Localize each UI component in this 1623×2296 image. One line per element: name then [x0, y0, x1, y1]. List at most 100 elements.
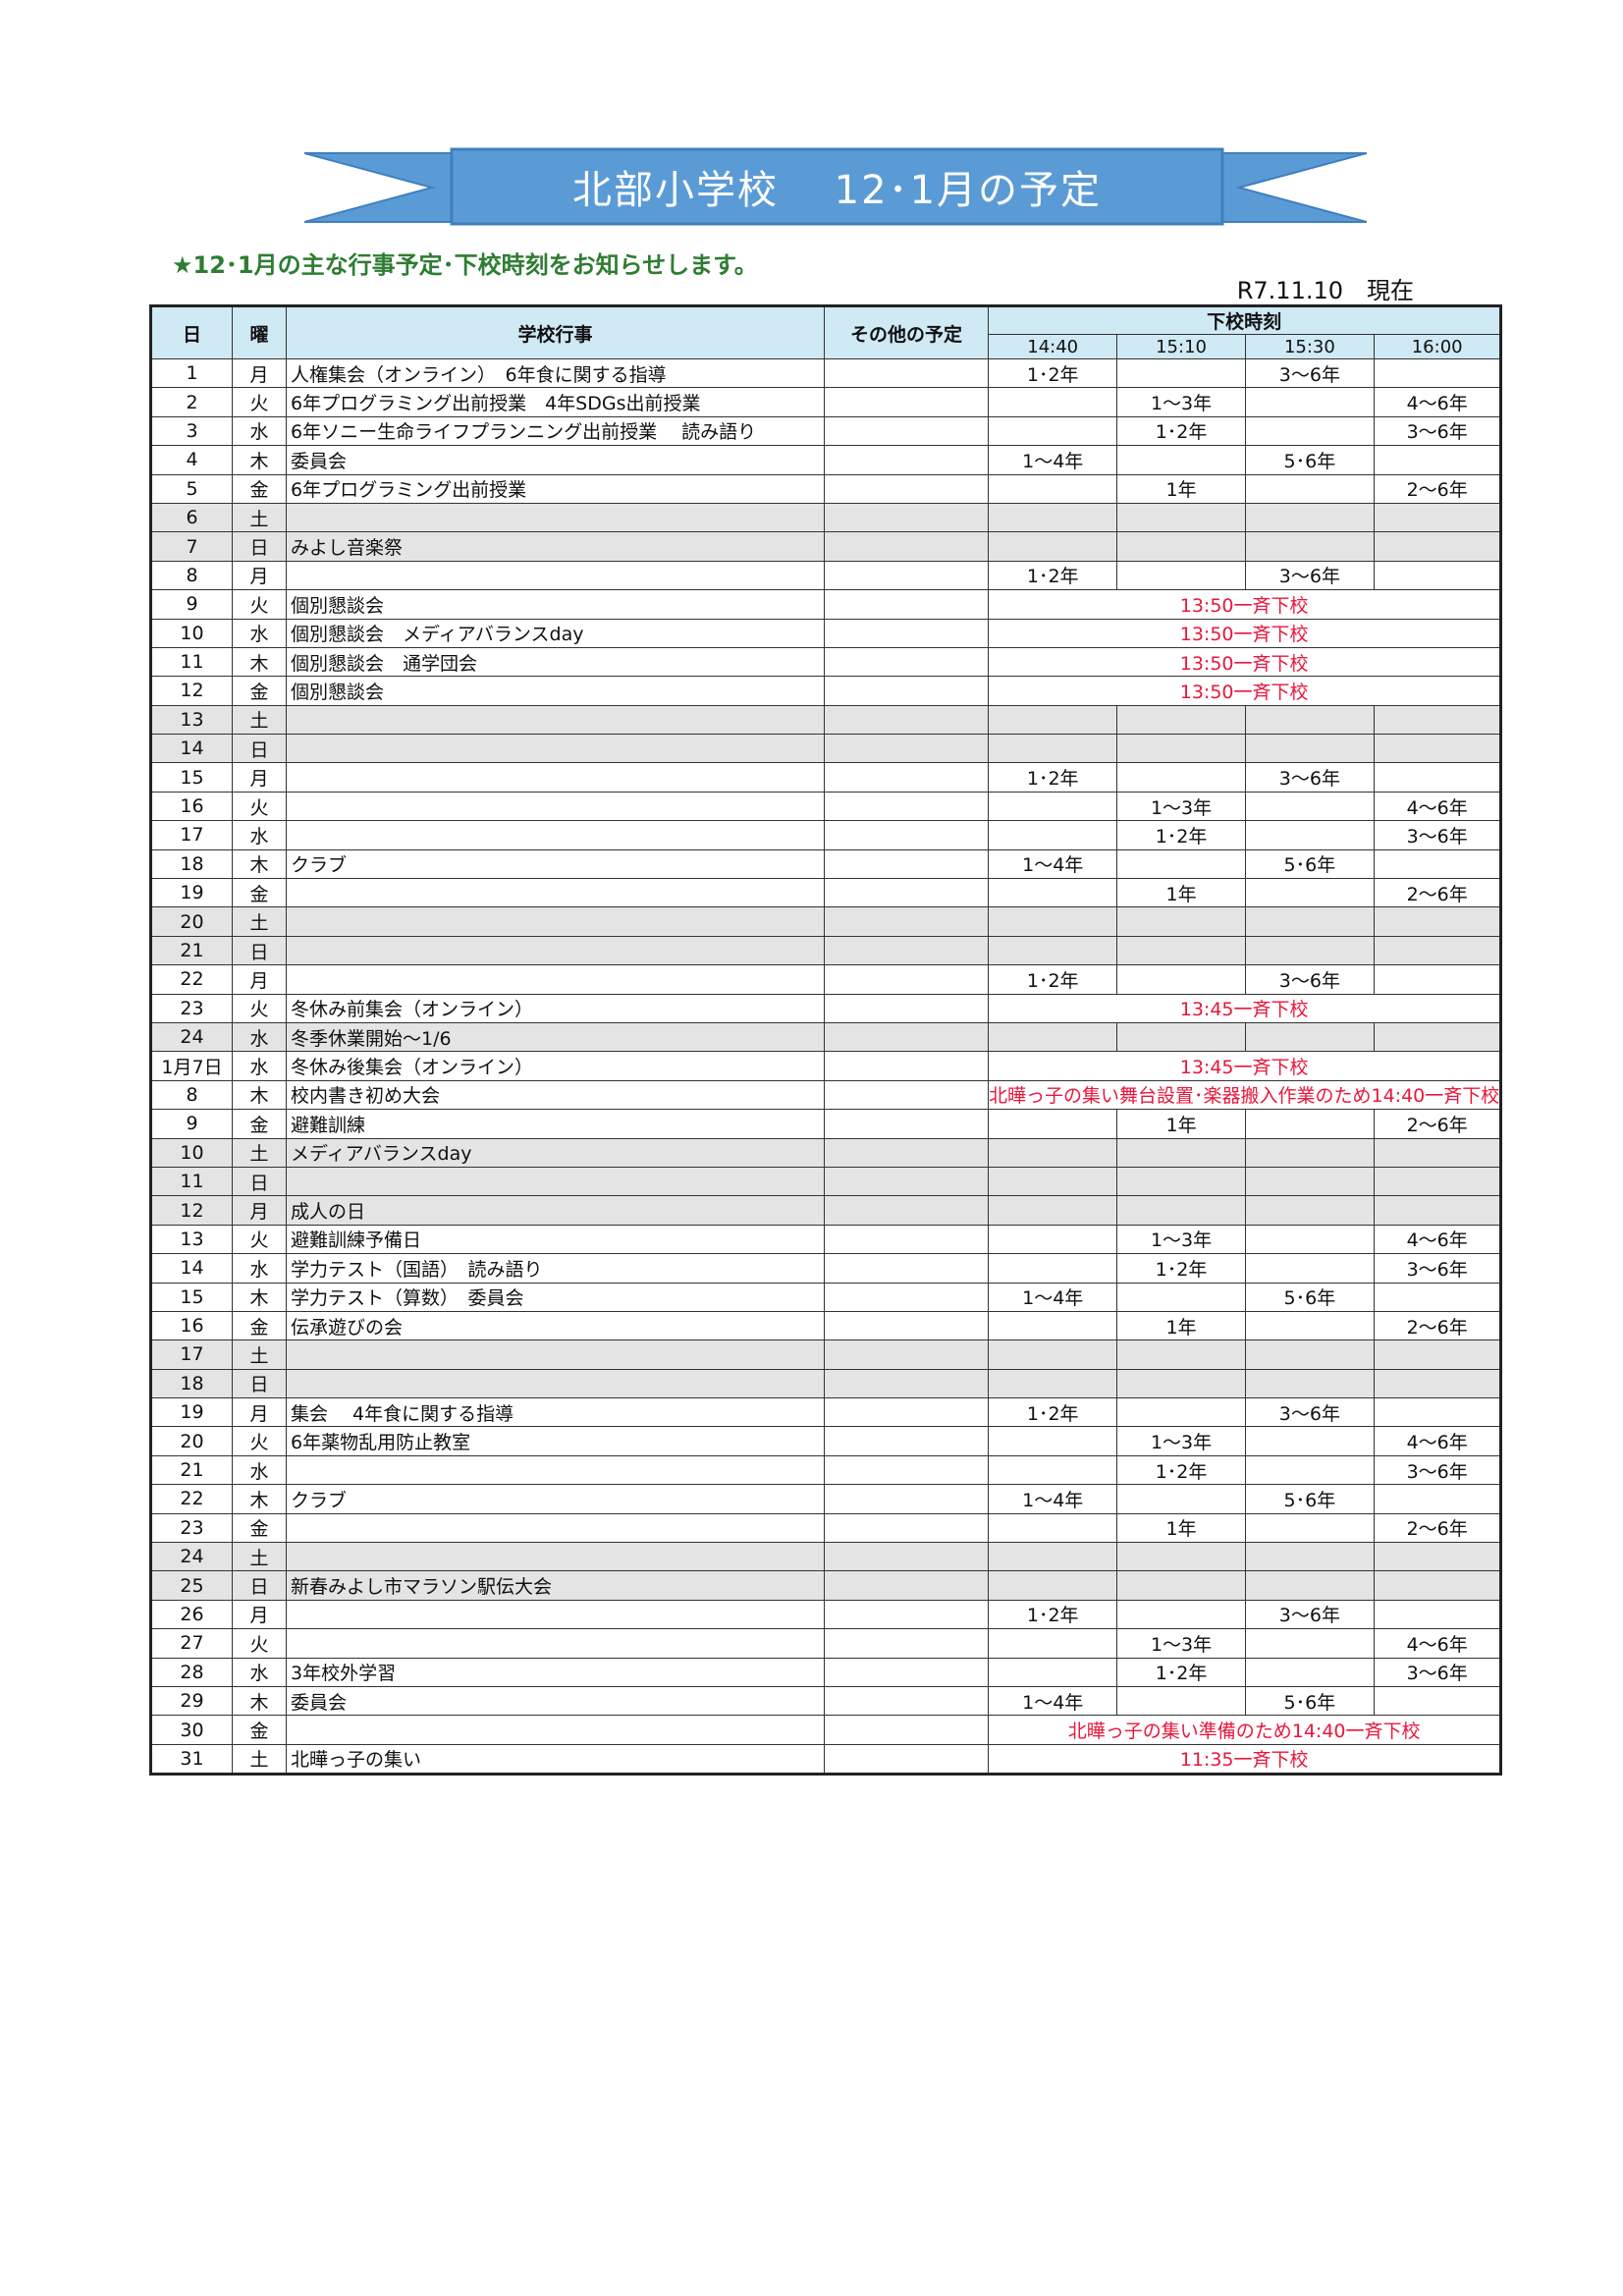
dismissal-notice: 13:45一斉下校 — [987, 1051, 1502, 1081]
weekday-cell: 月 — [232, 560, 287, 591]
dismissal-cell — [1374, 445, 1502, 475]
table-row: 18 日 — [150, 1368, 1502, 1399]
dismissal-cell: 1･2年 — [987, 1397, 1118, 1428]
dismissal-cell — [1244, 1512, 1376, 1544]
dismissal-cell — [1374, 502, 1502, 533]
day-cell: 9 — [150, 1109, 233, 1139]
weekday-cell: 水 — [232, 415, 287, 447]
other-cell — [824, 1512, 989, 1544]
day-cell: 10 — [150, 618, 233, 648]
dismissal-cell — [1244, 1310, 1376, 1341]
as-of-date: R7.11.10 現在 — [1236, 277, 1414, 304]
dismissal-cell — [1244, 820, 1376, 850]
event-cell: 学力テスト（算数） 委員会 — [286, 1282, 825, 1312]
weekday-cell: 金 — [232, 1512, 287, 1544]
day-cell: 23 — [150, 993, 233, 1023]
dismissal-cell — [1244, 1224, 1376, 1255]
other-cell — [824, 1021, 989, 1053]
dismissal-cell — [987, 1310, 1118, 1341]
other-cell — [824, 906, 989, 937]
other-cell — [824, 1051, 989, 1081]
dismissal-cell: 1･2年 — [987, 964, 1118, 995]
weekday-cell: 日 — [232, 1570, 287, 1601]
weekday-cell: 火 — [232, 1224, 287, 1255]
table-row: 11 日 — [150, 1166, 1502, 1197]
day-cell: 19 — [150, 1397, 233, 1428]
table-row: 16 金伝承遊びの会 1年 2～6年 — [150, 1310, 1502, 1341]
dismissal-cell — [1244, 1253, 1376, 1284]
dismissal-cell: 3～6年 — [1374, 1657, 1502, 1687]
event-cell: 避難訓練予備日 — [286, 1224, 825, 1255]
dismissal-cell — [1374, 734, 1502, 764]
table-row: 8 月 1･2年 3～6年 — [150, 560, 1502, 591]
weekday-cell: 土 — [232, 906, 287, 937]
day-cell: 16 — [150, 1310, 233, 1341]
dismissal-cell: 1･2年 — [1116, 1253, 1246, 1284]
dismissal-cell: 1･2年 — [987, 1599, 1118, 1630]
event-cell — [286, 762, 825, 793]
other-cell — [824, 848, 989, 880]
dismissal-cell: 1年 — [1116, 1310, 1246, 1341]
event-cell: 冬季休業開始～1/6 — [286, 1021, 825, 1053]
table-row: 7 日みよし音楽祭 — [150, 531, 1502, 562]
table-row: 15 月 1･2年 3～6年 — [150, 762, 1502, 793]
other-cell — [824, 560, 989, 591]
event-cell: 北曄っ子の集い — [286, 1743, 825, 1776]
dismissal-cell — [987, 704, 1118, 736]
day-cell: 12 — [150, 1195, 233, 1226]
dismissal-notice: 11:35一斉下校 — [987, 1743, 1502, 1776]
other-cell — [824, 1484, 989, 1514]
dismissal-cell — [1116, 1368, 1246, 1399]
day-cell: 28 — [150, 1657, 233, 1687]
dismissal-cell — [1374, 1339, 1502, 1370]
dismissal-cell — [1244, 502, 1376, 533]
dismissal-cell: 2～6年 — [1374, 473, 1502, 504]
dismissal-cell — [1116, 1166, 1246, 1197]
weekday-cell: 金 — [232, 473, 287, 504]
other-cell — [824, 964, 989, 995]
other-cell — [824, 1542, 989, 1572]
other-cell — [824, 618, 989, 648]
weekday-cell: 木 — [232, 1685, 287, 1717]
dismissal-cell — [1116, 560, 1246, 591]
dismissal-cell — [1374, 848, 1502, 880]
dismissal-cell: 5･6年 — [1244, 445, 1376, 475]
table-row: 11 木個別懇談会 通学団会 13:50一斉下校 — [150, 646, 1502, 678]
day-cell: 7 — [150, 531, 233, 562]
day-cell: 3 — [150, 415, 233, 447]
dismissal-cell: 3～6年 — [1244, 1599, 1376, 1630]
table-row: 10 土メディアバランスday — [150, 1137, 1502, 1168]
weekday-cell: 水 — [232, 1657, 287, 1687]
weekday-cell: 木 — [232, 1079, 287, 1111]
event-cell: 成人の日 — [286, 1195, 825, 1226]
event-cell: 学力テスト（国語） 読み語り — [286, 1253, 825, 1284]
table-row: 22 月 1･2年 3～6年 — [150, 964, 1502, 995]
dismissal-cell — [987, 1657, 1118, 1687]
dismissal-cell — [1374, 357, 1502, 389]
dismissal-cell: 2～6年 — [1374, 1310, 1502, 1341]
weekday-cell: 金 — [232, 1715, 287, 1745]
day-cell: 23 — [150, 1512, 233, 1544]
dismissal-cell — [1244, 935, 1376, 966]
other-cell — [824, 1166, 989, 1197]
dismissal-cell — [987, 935, 1118, 966]
weekday-cell: 月 — [232, 1397, 287, 1428]
table-row: 1月7日水冬休み後集会（オンライン） 13:45一斉下校 — [150, 1051, 1502, 1081]
event-cell — [286, 1339, 825, 1370]
dismissal-cell — [1244, 1542, 1376, 1572]
day-cell: 17 — [150, 820, 233, 850]
dismissal-notice: 13:45一斉下校 — [987, 993, 1502, 1023]
weekday-cell: 土 — [232, 1137, 287, 1168]
table-row: 10 水個別懇談会 メディアバランスday 13:50一斉下校 — [150, 618, 1502, 648]
dismissal-notice: 13:50一斉下校 — [987, 646, 1502, 678]
event-cell — [286, 964, 825, 995]
weekday-cell: 火 — [232, 993, 287, 1023]
table-row: 23 火冬休み前集会（オンライン） 13:45一斉下校 — [150, 993, 1502, 1023]
dismissal-cell — [1116, 704, 1246, 736]
dismissal-cell — [1116, 1570, 1246, 1601]
event-cell: 集会 4年食に関する指導 — [286, 1397, 825, 1428]
title-ribbon — [304, 147, 1367, 226]
other-cell — [824, 1743, 989, 1776]
dismissal-cell — [1116, 1484, 1246, 1514]
dismissal-cell: 2～6年 — [1374, 878, 1502, 908]
